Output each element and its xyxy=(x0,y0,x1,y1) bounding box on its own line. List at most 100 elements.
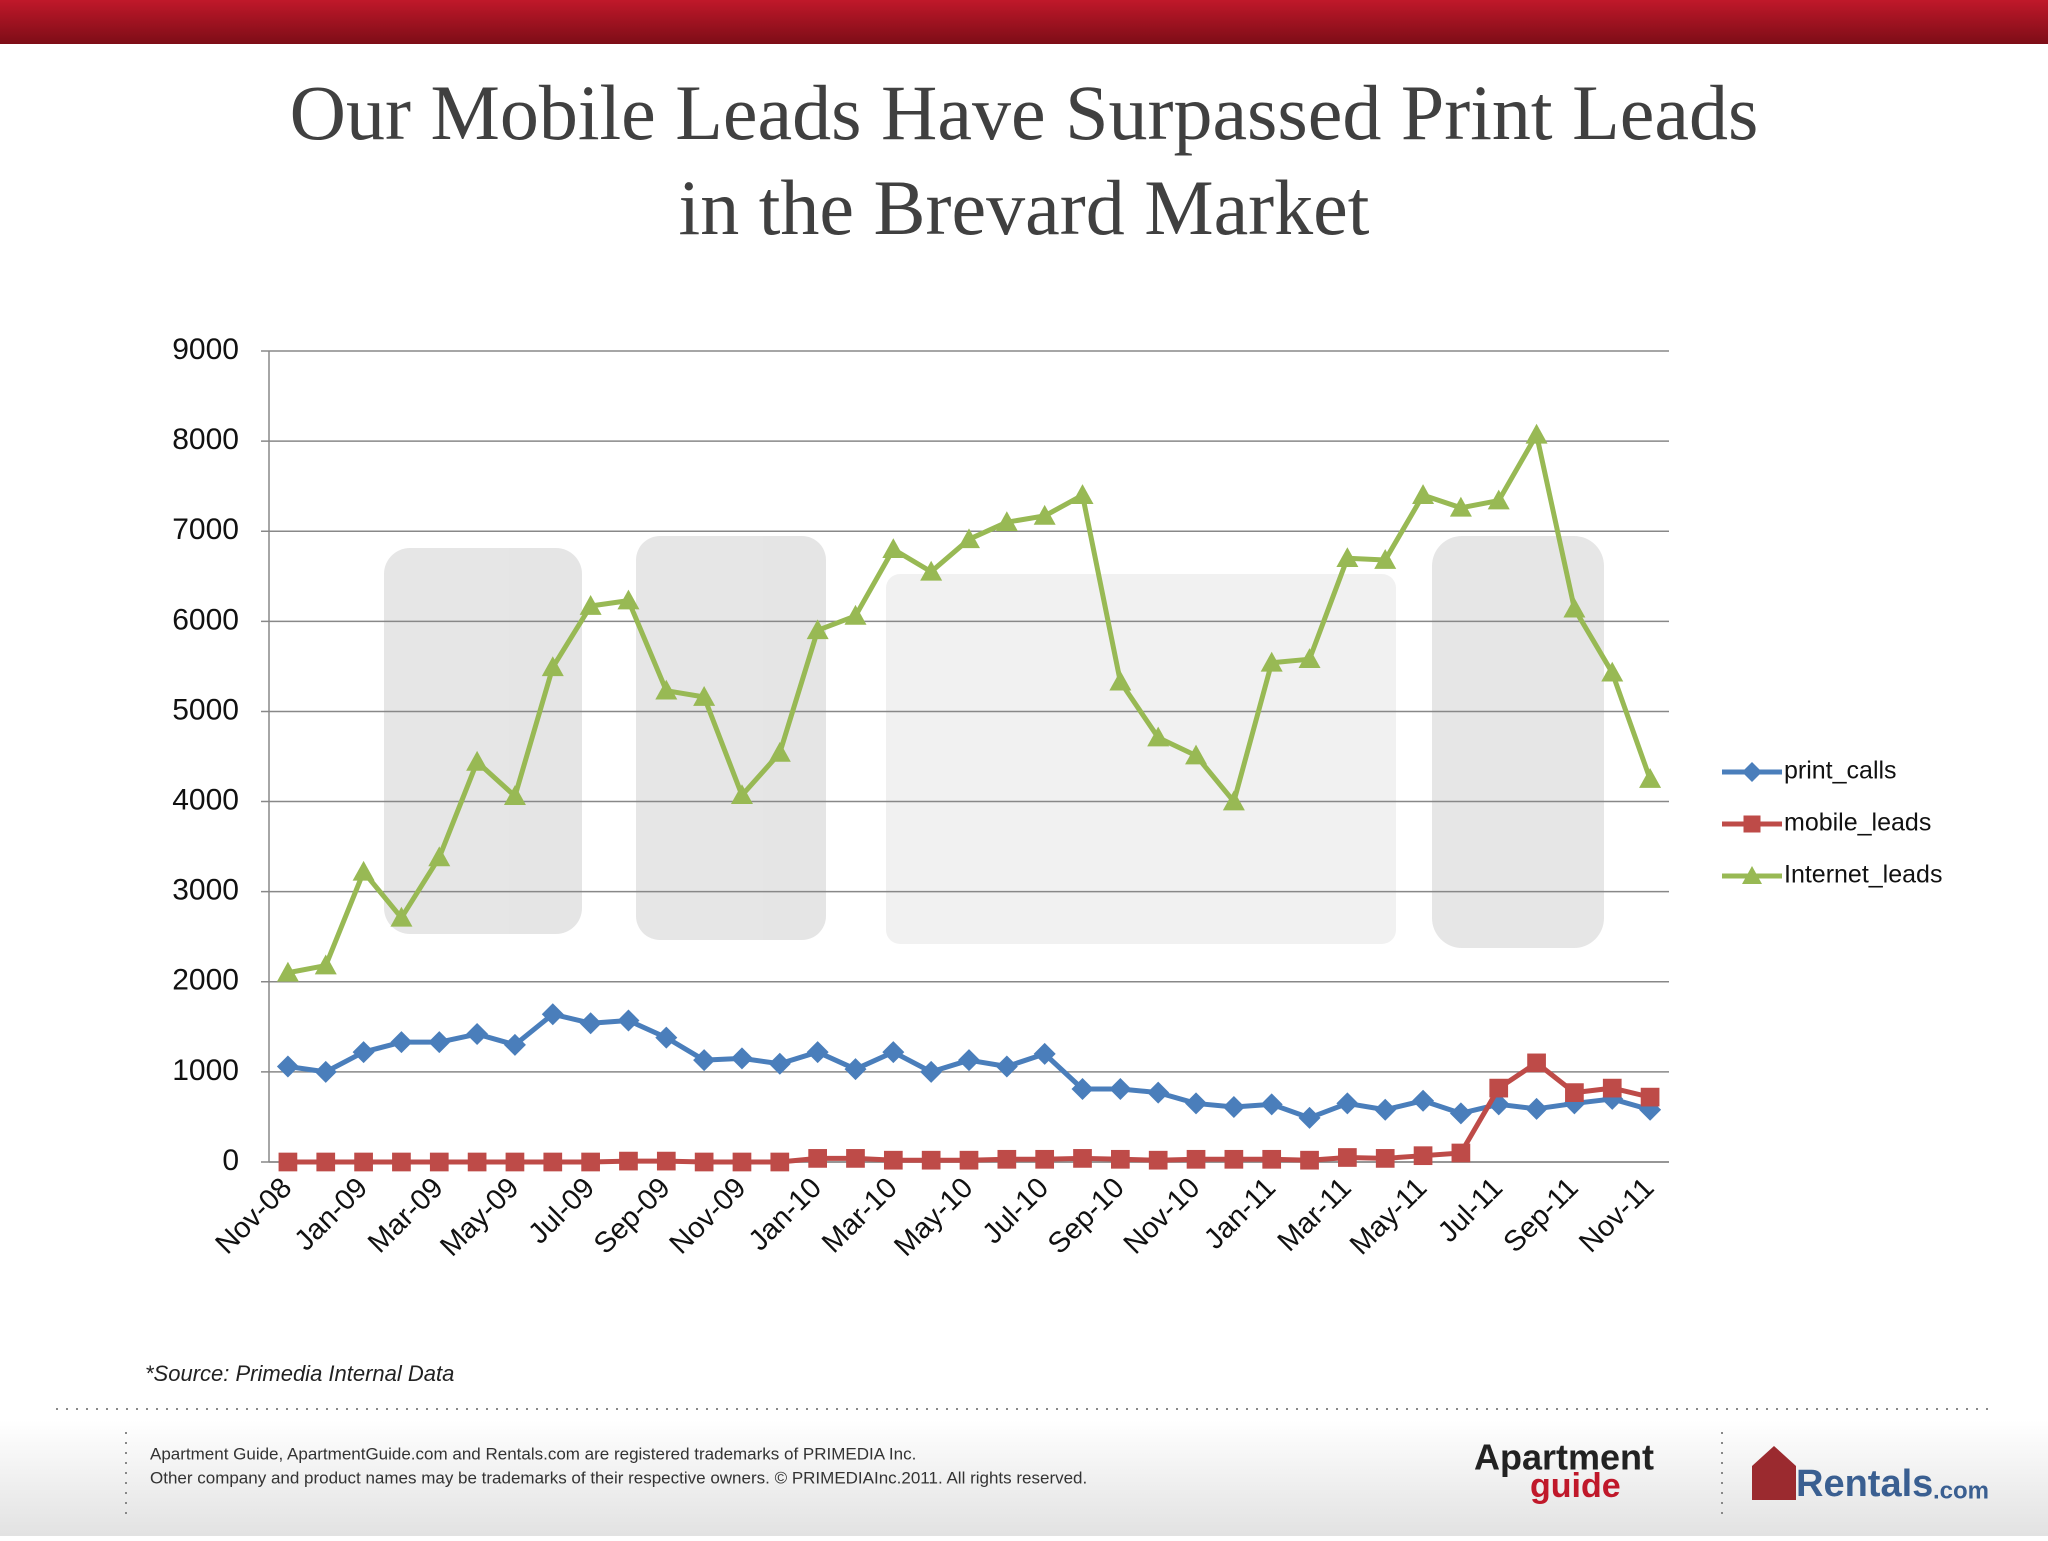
point xyxy=(920,560,943,581)
x-tick-label: Sep-11 xyxy=(1498,1172,1585,1259)
point xyxy=(392,1152,411,1172)
point xyxy=(314,1060,337,1083)
point xyxy=(694,1152,714,1172)
x-tick-label: Jan-09 xyxy=(289,1172,374,1257)
point xyxy=(1073,1149,1092,1168)
point xyxy=(278,1152,298,1172)
point xyxy=(1262,1149,1282,1169)
x-tick-label: Nov-10 xyxy=(1118,1172,1207,1261)
logo: Apartment xyxy=(1474,1437,1654,1478)
point xyxy=(958,528,980,549)
point xyxy=(1222,1096,1245,1119)
point xyxy=(579,595,602,615)
point xyxy=(1185,1092,1208,1115)
point xyxy=(882,538,905,559)
point xyxy=(1601,661,1624,682)
point xyxy=(428,1031,451,1054)
y-tick-label: 2000 xyxy=(172,964,239,997)
logo: .com xyxy=(1933,1477,1989,1504)
title-line: in the Brevard Market xyxy=(679,164,1370,251)
point xyxy=(995,511,1018,532)
point xyxy=(1260,651,1283,672)
point xyxy=(1185,744,1208,765)
point xyxy=(844,1058,867,1081)
point xyxy=(1260,1093,1283,1116)
point xyxy=(997,1149,1017,1169)
x-tick-label: Sep-10 xyxy=(1042,1172,1131,1261)
point xyxy=(808,1149,827,1168)
y-tick-label: 9000 xyxy=(172,333,239,366)
point xyxy=(1525,1097,1548,1120)
x-tick-label: May-11 xyxy=(1344,1172,1433,1261)
source: *Source: Primedia Internal Data xyxy=(145,1361,454,1386)
point xyxy=(1033,1042,1056,1065)
x-tick-label: Jan-11 xyxy=(1198,1172,1282,1256)
logo: Rentals xyxy=(1796,1463,1933,1505)
point xyxy=(354,1152,373,1172)
x-tick-label: Mar-11 xyxy=(1272,1172,1358,1258)
point xyxy=(1109,1078,1132,1101)
point xyxy=(352,860,375,881)
point xyxy=(806,619,829,640)
y-tick-label: 4000 xyxy=(172,783,239,816)
legend-label: print_calls xyxy=(1784,757,1897,785)
point xyxy=(1527,1053,1546,1073)
point xyxy=(655,679,678,700)
y-tick-label: 1000 xyxy=(172,1054,239,1087)
point xyxy=(617,589,640,610)
point xyxy=(920,1060,943,1083)
point xyxy=(1487,489,1510,510)
x-tick-label: Mar-09 xyxy=(362,1172,450,1260)
point xyxy=(541,656,564,677)
footer-bg xyxy=(0,1420,2048,1536)
point xyxy=(770,1152,790,1172)
y-tick-label: 8000 xyxy=(172,423,239,456)
point xyxy=(732,1152,752,1172)
point xyxy=(1186,1149,1206,1169)
point xyxy=(1035,1149,1055,1169)
device-images xyxy=(384,536,1604,948)
point xyxy=(503,1033,526,1056)
point xyxy=(656,1151,676,1171)
point xyxy=(617,1009,640,1032)
point xyxy=(316,1152,336,1172)
point xyxy=(466,750,489,771)
point xyxy=(1413,1146,1433,1166)
series-line xyxy=(287,1060,1651,1165)
point xyxy=(1224,1149,1244,1169)
point xyxy=(1298,648,1321,668)
point xyxy=(1449,1102,1472,1125)
point xyxy=(1298,1106,1321,1129)
point xyxy=(1109,670,1132,691)
x-tick-label: Jan-10 xyxy=(743,1172,828,1257)
y-tick-label: 6000 xyxy=(172,603,239,636)
x-tick-label: Sep-09 xyxy=(588,1172,677,1261)
point xyxy=(1525,423,1548,444)
point xyxy=(883,1150,903,1170)
point xyxy=(844,604,867,625)
logo-house xyxy=(1752,1446,1796,1500)
point xyxy=(693,1049,716,1072)
point xyxy=(1147,1081,1170,1104)
point xyxy=(1336,1092,1359,1115)
point xyxy=(1148,1150,1168,1170)
point xyxy=(1742,762,1762,782)
y-tick-label: 5000 xyxy=(172,693,239,726)
point xyxy=(1412,1089,1435,1112)
x-tick-label: Nov-09 xyxy=(664,1172,753,1261)
point xyxy=(768,741,791,762)
point xyxy=(1375,1149,1395,1168)
point xyxy=(390,906,413,927)
point xyxy=(1639,768,1662,788)
point xyxy=(466,1023,489,1046)
point xyxy=(768,1052,791,1075)
point xyxy=(693,686,716,706)
point xyxy=(314,954,337,975)
y-tick-label: 7000 xyxy=(172,513,239,546)
point xyxy=(543,1152,563,1172)
point xyxy=(1563,597,1586,618)
point xyxy=(581,1152,600,1172)
point xyxy=(276,961,299,982)
point xyxy=(995,1055,1018,1078)
top-bar xyxy=(0,0,2048,44)
